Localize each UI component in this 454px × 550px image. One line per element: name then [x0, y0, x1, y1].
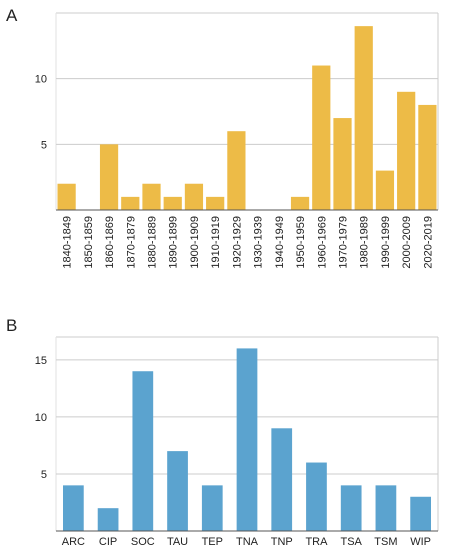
chart-a-ytick-10: 10	[35, 74, 47, 86]
chart-a-xtick-14: 1980-1989	[359, 216, 371, 269]
chart-a-bar-13	[333, 118, 352, 210]
chart-a-bar-3	[121, 196, 140, 210]
chart-a-xtick-3: 1870-1879	[125, 216, 137, 269]
chart-a-bar-17	[418, 104, 437, 210]
chart-b-bar-10	[410, 496, 431, 531]
chart-a-xtick-17: 2020-2019	[422, 216, 434, 269]
chart-a-xtick-13: 1970-1979	[338, 216, 350, 269]
chart-b-bar-5	[236, 348, 258, 531]
chart-a-ytick-5: 5	[41, 139, 47, 151]
chart-b-bar-9	[375, 485, 397, 531]
chart-b-xtick-3: TAU	[167, 536, 188, 548]
chart-a-xtick-1: 1850-1859	[83, 216, 95, 269]
chart-a-bar-4	[142, 183, 161, 210]
chart-b-ytick-15: 15	[35, 355, 47, 367]
chart-a-bar-14	[354, 26, 373, 211]
chart-a-xtick-4: 1880-1889	[147, 216, 159, 269]
chart-a-xtick-5: 1890-1899	[168, 216, 180, 269]
chart-b-bar-4	[201, 485, 223, 531]
chart-a-bar-0	[57, 183, 76, 210]
chart-a-xtick-16: 2000-2009	[401, 216, 413, 269]
chart-b-xtick-4: TEP	[202, 536, 223, 548]
chart-b-xtick-0: ARC	[62, 536, 85, 548]
chart-a-xtick-12: 1960-1969	[316, 216, 328, 269]
chart-a-bar-16	[397, 91, 416, 210]
chart-a-bar-2	[99, 144, 119, 210]
chart-b-bar-3	[167, 451, 188, 531]
chart-a-xtick-11: 1950-1959	[295, 216, 307, 269]
chart-a-xtick-2: 1860-1869	[104, 216, 116, 269]
chart-a-xtick-15: 1990-1999	[380, 216, 392, 269]
chart-a-xtick-6: 1900-1909	[189, 216, 201, 269]
chart-b-bar-7	[306, 462, 327, 531]
chart-a-xtick-10: 1940-1949	[274, 216, 286, 269]
chart-b-ytick-5: 5	[41, 469, 47, 481]
chart-a-bar-15	[375, 170, 395, 210]
chart-b-xtick-7: TRA	[305, 536, 328, 548]
chart-b-bar-8	[340, 485, 362, 531]
chart-b-ytick-10: 10	[35, 412, 47, 424]
chart-a-bar-6	[184, 183, 204, 210]
panel-label-b: B	[6, 316, 18, 335]
chart-b-bar-1	[97, 508, 119, 531]
chart-a-xtick-0: 1840-1849	[62, 216, 74, 269]
chart-a-xtick-7: 1910-1919	[210, 216, 222, 269]
chart-b-xtick-2: SOC	[131, 536, 155, 548]
chart-b-xtick-6: TNP	[271, 536, 293, 548]
chart-a-bar-8	[227, 131, 246, 210]
chart-b-xtick-10: WIP	[410, 536, 431, 548]
chart-b-xtick-9: TSM	[374, 536, 397, 548]
chart-b-bar-6	[271, 428, 293, 531]
chart-a-xtick-9: 1930-1939	[253, 216, 265, 269]
chart-a-bar-12	[312, 65, 331, 211]
chart-b-xtick-1: CIP	[99, 536, 117, 548]
chart-b-bar-2	[132, 371, 154, 531]
chart-a-xtick-8: 1920-1929	[231, 216, 243, 269]
chart-b-bar-0	[63, 485, 84, 531]
chart-b-xtick-5: TNA	[236, 536, 259, 548]
chart-b-xtick-8: TSA	[340, 536, 362, 548]
chart-a-bar-5	[163, 196, 182, 210]
chart-a-bar-7	[206, 196, 225, 210]
chart-a-bar-11	[290, 196, 310, 210]
panel-label-a: A	[6, 6, 18, 25]
